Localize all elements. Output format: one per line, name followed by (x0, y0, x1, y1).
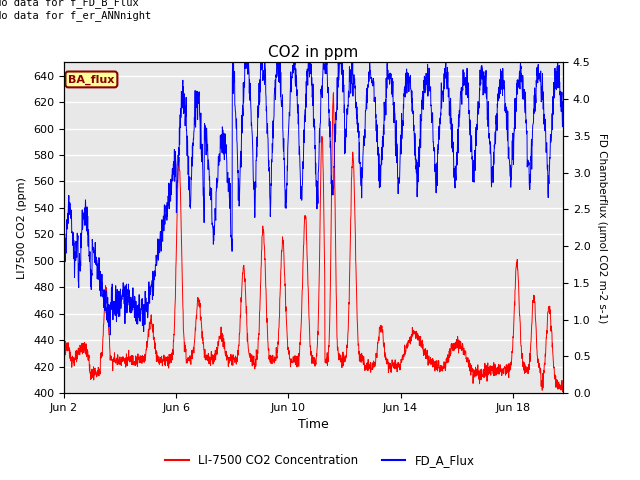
Legend: LI-7500 CO2 Concentration, FD_A_Flux: LI-7500 CO2 Concentration, FD_A_Flux (161, 449, 479, 472)
Title: CO2 in ppm: CO2 in ppm (268, 45, 359, 60)
Text: BA_flux: BA_flux (68, 74, 115, 84)
Text: No data for f_FD_B_Flux
No data for f_er_ANNnight: No data for f_FD_B_Flux No data for f_er… (0, 0, 151, 21)
Y-axis label: FD Chamberflux (μmol CO2 m-2 s-1): FD Chamberflux (μmol CO2 m-2 s-1) (597, 132, 607, 323)
X-axis label: Time: Time (298, 419, 329, 432)
Y-axis label: LI7500 CO2 (ppm): LI7500 CO2 (ppm) (17, 177, 28, 279)
